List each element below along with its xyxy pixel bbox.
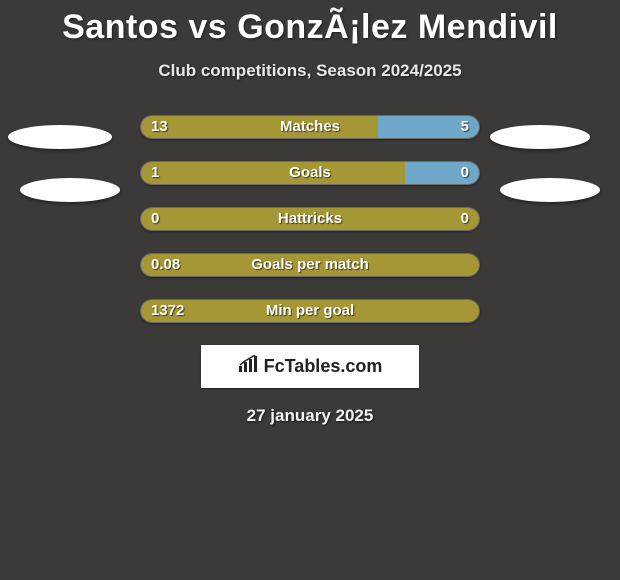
stat-row: 135Matches <box>140 115 480 139</box>
player-ellipse <box>8 125 112 149</box>
stat-bar-left <box>141 254 479 276</box>
stat-bar-right <box>378 116 479 138</box>
stat-bar-left <box>141 300 479 322</box>
logo: FcTables.com <box>238 355 383 378</box>
stat-row: 10Goals <box>140 161 480 185</box>
chart-icon <box>238 355 260 378</box>
stat-bar-left <box>141 208 479 230</box>
stat-row: 0.08Goals per match <box>140 253 480 277</box>
player-ellipse <box>20 178 120 202</box>
stat-bar-right <box>405 162 479 184</box>
subtitle: Club competitions, Season 2024/2025 <box>0 61 620 81</box>
date-line: 27 january 2025 <box>0 406 620 426</box>
stat-row: 1372Min per goal <box>140 299 480 323</box>
player-ellipse <box>500 178 600 202</box>
stat-bar-left <box>141 162 405 184</box>
stats-container: 135Matches 10Goals 00Hattricks 0.08Goals pe… <box>140 115 480 323</box>
page-title: Santos vs GonzÃ¡lez Mendivil <box>0 0 620 47</box>
logo-text: FcTables.com <box>264 356 383 377</box>
stat-bar-left <box>141 116 378 138</box>
stat-row: 00Hattricks <box>140 207 480 231</box>
player-ellipse <box>490 125 590 149</box>
logo-box: FcTables.com <box>201 345 419 388</box>
